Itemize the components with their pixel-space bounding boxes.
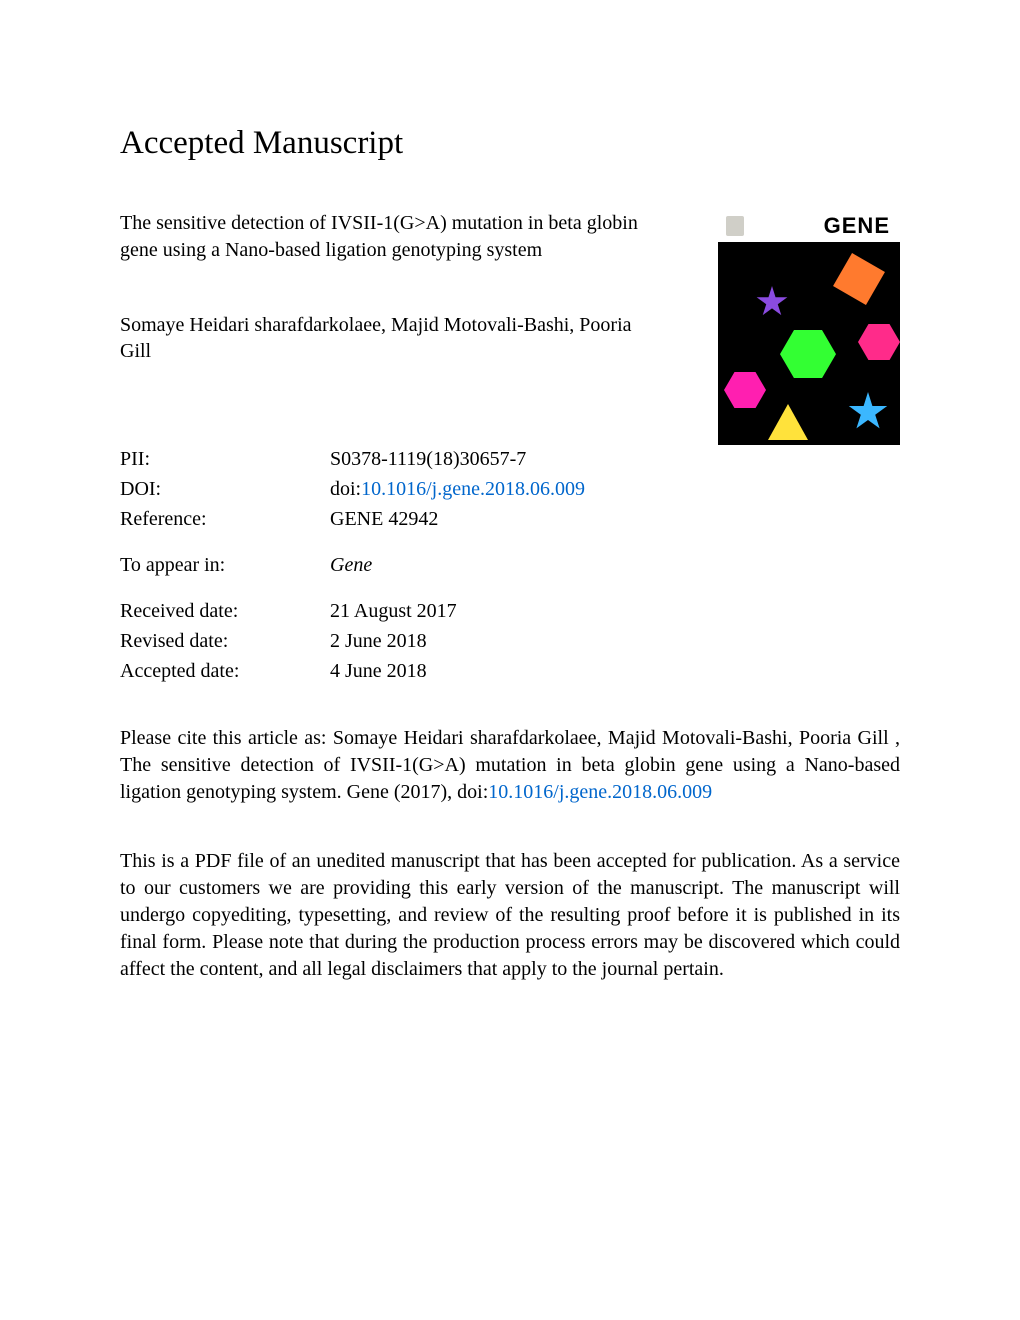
metadata-row: Received date:21 August 2017 (120, 597, 900, 625)
metadata-value: 21 August 2017 (330, 597, 900, 625)
metadata-value: doi:10.1016/j.gene.2018.06.009 (330, 475, 900, 503)
metadata-row: To appear in:Gene (120, 551, 900, 579)
doi-link[interactable]: 10.1016/j.gene.2018.06.009 (361, 478, 585, 500)
journal-cover: GENE (718, 210, 900, 445)
metadata-value-text: GENE 42942 (330, 508, 438, 530)
metadata-row: Revised date:2 June 2018 (120, 627, 900, 655)
metadata-value-text: 4 June 2018 (330, 660, 427, 682)
journal-cover-art (718, 242, 900, 445)
manuscript-page: Accepted Manuscript The sensitive detect… (0, 0, 1020, 983)
journal-cover-header: GENE (718, 210, 900, 242)
citation-doi-link[interactable]: 10.1016/j.gene.2018.06.009 (488, 781, 712, 803)
metadata-label: Received date: (120, 597, 330, 625)
metadata-value-text: 21 August 2017 (330, 600, 457, 622)
cover-shape-icon (724, 372, 766, 408)
cover-shape-icon (848, 392, 888, 432)
metadata-label: DOI: (120, 475, 330, 503)
page-heading: Accepted Manuscript (120, 125, 900, 162)
metadata-value-text: 2 June 2018 (330, 630, 427, 652)
metadata-value-text: S0378-1119(18)30657-7 (330, 448, 526, 470)
metadata-row: Reference:GENE 42942 (120, 505, 900, 533)
metadata-label: Accepted date: (120, 657, 330, 685)
metadata-value: S0378-1119(18)30657-7 (330, 445, 900, 473)
metadata-label: To appear in: (120, 551, 330, 579)
metadata-value: Gene (330, 551, 900, 579)
cover-shape-icon (858, 324, 900, 360)
metadata-label: PII: (120, 445, 330, 473)
metadata-value: 4 June 2018 (330, 657, 900, 685)
publisher-logo-icon (726, 216, 744, 236)
metadata-row: Accepted date:4 June 2018 (120, 657, 900, 685)
metadata-table: PII:S0378-1119(18)30657-7DOI:doi:10.1016… (120, 445, 900, 685)
metadata-label: Reference: (120, 505, 330, 533)
cover-shape-icon (768, 404, 808, 440)
metadata-value: 2 June 2018 (330, 627, 900, 655)
disclaimer-text: This is a PDF file of an unedited manusc… (120, 848, 900, 983)
cover-shape-icon (833, 253, 885, 305)
metadata-value-italic: Gene (330, 554, 372, 576)
authors: Somaye Heidari sharafdarkolaee, Majid Mo… (120, 312, 650, 364)
header-left-column: The sensitive detection of IVSII-1(G>A) … (120, 210, 650, 404)
header-row: The sensitive detection of IVSII-1(G>A) … (120, 210, 900, 445)
citation-text: Please cite this article as: Somaye Heid… (120, 725, 900, 806)
article-title: The sensitive detection of IVSII-1(G>A) … (120, 210, 650, 264)
metadata-value: GENE 42942 (330, 505, 900, 533)
metadata-row: PII:S0378-1119(18)30657-7 (120, 445, 900, 473)
cover-shape-icon (756, 286, 788, 318)
cover-shape-icon (780, 330, 836, 378)
metadata-value-prefix: doi: (330, 478, 361, 500)
metadata-row: DOI:doi:10.1016/j.gene.2018.06.009 (120, 475, 900, 503)
journal-name: GENE (824, 213, 890, 239)
metadata-label: Revised date: (120, 627, 330, 655)
